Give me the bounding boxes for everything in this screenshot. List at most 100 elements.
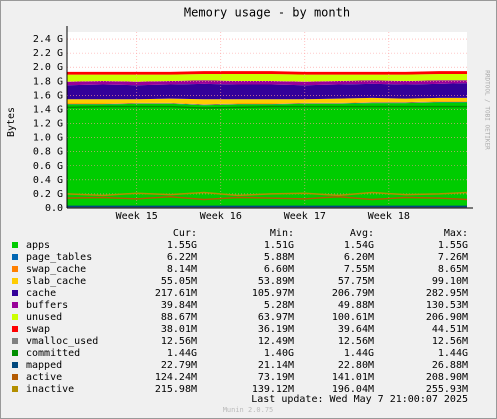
legend-stat: 206.79M	[332, 288, 374, 299]
legend-stat: 12.56M	[432, 336, 468, 347]
legend-stat: 36.19M	[258, 324, 294, 335]
legend-stat: 282.95M	[426, 288, 468, 299]
y-axis-label: Bytes	[6, 107, 17, 137]
y-tick-label: 0.0	[45, 203, 63, 214]
legend-stat: 53.89M	[258, 276, 294, 287]
legend-label: vmalloc_used	[26, 336, 98, 347]
legend-swatch	[12, 290, 18, 296]
legend-stat: 130.53M	[426, 300, 468, 311]
legend-header: Max:	[444, 228, 468, 239]
area	[67, 102, 467, 208]
legend-label: buffers	[26, 300, 68, 311]
legend-stat: 105.97M	[252, 288, 294, 299]
area	[67, 101, 467, 105]
legend-label: active	[26, 372, 62, 383]
y-tick-label: 0.6 G	[33, 161, 63, 172]
legend-label: cache	[26, 288, 56, 299]
legend-stat: 139.12M	[252, 384, 294, 395]
legend-stat: 38.01M	[161, 324, 197, 335]
x-tick-label: Week 15	[116, 211, 158, 222]
y-tick-label: 0.4 G	[33, 175, 63, 186]
y-tick-label: 1.6 G	[33, 90, 63, 101]
legend-stat: 1.44G	[167, 348, 197, 359]
legend-stat: 6.20M	[344, 252, 374, 263]
legend-swatch	[12, 242, 18, 248]
watermark: RRDTOOL / TOBI OETIKER	[484, 70, 491, 150]
x-tick-label: Week 17	[284, 211, 326, 222]
legend-label: inactive	[26, 384, 74, 395]
legend-swatch	[12, 374, 18, 380]
y-tick-label: 2.2 G	[33, 48, 63, 59]
legend-swatch	[12, 254, 18, 260]
y-tick-label: 1.4 G	[33, 104, 63, 115]
legend-stat: 88.67M	[161, 312, 197, 323]
legend-stat: 55.05M	[161, 276, 197, 287]
legend-stat: 39.64M	[338, 324, 374, 335]
legend-stat: 1.55G	[438, 240, 468, 251]
line	[66, 195, 468, 201]
legend-stat: 49.88M	[338, 300, 374, 311]
legend-stat: 8.14M	[167, 264, 197, 275]
legend-stat: 208.90M	[426, 372, 468, 383]
legend-stat: 21.14M	[258, 360, 294, 371]
legend-stat: 124.24M	[155, 372, 197, 383]
legend-swatch	[12, 338, 18, 344]
area	[67, 97, 467, 105]
legend-swatch	[12, 266, 18, 272]
legend-stat: 7.55M	[344, 264, 374, 275]
legend-swatch	[12, 350, 18, 356]
chart-title: Memory usage - by month	[184, 6, 350, 20]
legend-stat: 12.49M	[258, 336, 294, 347]
legend-header: Cur:	[173, 228, 197, 239]
legend-stat: 1.55G	[167, 240, 197, 251]
legend-swatch	[12, 362, 18, 368]
legend-stat: 57.75M	[338, 276, 374, 287]
legend-stat: 99.10M	[432, 276, 468, 287]
legend-stat: 7.26M	[438, 252, 468, 263]
legend-stat: 1.40G	[264, 348, 294, 359]
area	[67, 71, 467, 75]
legend-swatch	[12, 386, 18, 392]
legend-stat: 44.51M	[432, 324, 468, 335]
x-tick-label: Week 16	[200, 211, 242, 222]
legend-stat: 1.51G	[264, 240, 294, 251]
legend-stat: 141.01M	[332, 372, 374, 383]
footer: Last update: Wed May 7 21:00:07 2025	[251, 394, 468, 405]
legend-swatch	[12, 326, 18, 332]
legend-stat: 5.28M	[264, 300, 294, 311]
legend-stat: 196.04M	[332, 384, 374, 395]
legend-swatch	[12, 278, 18, 284]
legend-label: page_tables	[26, 252, 92, 263]
legend-swatch	[12, 302, 18, 308]
legend-stat: 22.79M	[161, 360, 197, 371]
y-tick-label: 0.2 G	[33, 189, 63, 200]
legend-header: Avg:	[350, 228, 374, 239]
legend-stat: 1.54G	[344, 240, 374, 251]
legend-stat: 1.44G	[438, 348, 468, 359]
area	[67, 101, 467, 106]
line	[66, 191, 468, 197]
y-tick-label: 1.8 G	[33, 76, 63, 87]
legend-stat: 217.61M	[155, 288, 197, 299]
y-tick-label: 2.0 G	[33, 62, 63, 73]
legend-stat: 8.65M	[438, 264, 468, 275]
legend-label: committed	[26, 348, 80, 359]
legend-label: unused	[26, 312, 62, 323]
legend-stat: 100.61M	[332, 312, 374, 323]
y-tick-label: 0.8 G	[33, 147, 63, 158]
y-tick-label: 1.0 G	[33, 133, 63, 144]
legend-stat: 26.88M	[432, 360, 468, 371]
legend-label: swap	[26, 324, 50, 335]
legend-stat: 6.22M	[167, 252, 197, 263]
legend-swatch	[12, 314, 18, 320]
x-tick-label: Week 18	[368, 211, 410, 222]
line	[66, 105, 467, 109]
legend-stat: 215.98M	[155, 384, 197, 395]
legend-stat: 73.19M	[258, 372, 294, 383]
legend-label: slab_cache	[26, 276, 86, 287]
legend-label: apps	[26, 240, 50, 251]
legend-label: swap_cache	[26, 264, 86, 275]
legend-stat: 12.56M	[161, 336, 197, 347]
